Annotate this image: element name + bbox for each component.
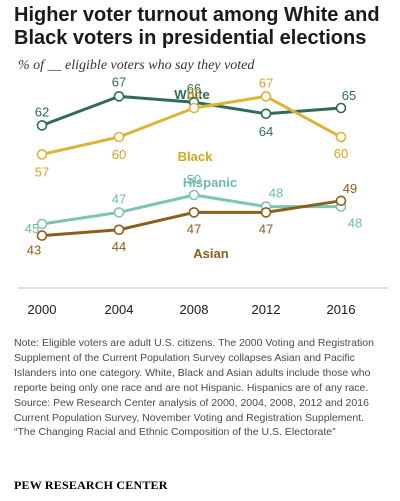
white-series-name: White bbox=[174, 87, 209, 102]
organization-logo: PEW RESEARCH CENTER bbox=[14, 478, 168, 492]
black-point-2004 bbox=[113, 131, 125, 143]
black-series-name: Black bbox=[178, 149, 213, 164]
black-value-label-2016: 60 bbox=[334, 146, 348, 161]
asian-point-2008 bbox=[188, 207, 200, 218]
chart-subtitle: % of __ eligible voters who say they vot… bbox=[18, 58, 255, 73]
black-value-label-2008: 65 bbox=[187, 86, 201, 101]
asian-value-label-2012: 47 bbox=[259, 221, 273, 236]
x-tick-label-2000: 2000 bbox=[28, 302, 57, 317]
white-point-2000 bbox=[36, 120, 48, 131]
white-value-label-2000: 62 bbox=[35, 104, 49, 119]
hispanic-series-name: Hispanic bbox=[183, 175, 237, 190]
chart-title: Higher voter turnout among White and Bla… bbox=[14, 4, 380, 49]
hispanic-value-label-2000: 45 bbox=[25, 221, 39, 236]
asian-point-2012 bbox=[260, 207, 272, 218]
x-tick-label-2004: 2004 bbox=[105, 302, 134, 317]
black-point-2012 bbox=[260, 91, 272, 102]
asian-point-2000 bbox=[36, 230, 48, 241]
report-title: “The Changing Racial and Ethnic Composit… bbox=[14, 426, 336, 439]
asian-value-label-2008: 47 bbox=[187, 221, 201, 236]
hispanic-value-label-2008: 50 bbox=[187, 172, 201, 187]
hispanic-point-2000 bbox=[36, 218, 48, 230]
black-value-label-2000: 57 bbox=[35, 164, 49, 179]
white-point-2004 bbox=[113, 91, 125, 102]
notes-block: Note: Eligible voters are adult U.S. cit… bbox=[14, 336, 394, 440]
white-point-2016 bbox=[335, 102, 347, 114]
note-text: Note: Eligible voters are adult U.S. cit… bbox=[14, 337, 374, 394]
black-value-label-2012: 67 bbox=[259, 75, 273, 90]
hispanic-point-2008 bbox=[188, 189, 200, 201]
hispanic-value-label-2016: 48 bbox=[348, 216, 362, 231]
white-value-label-2012: 64 bbox=[259, 124, 273, 139]
x-tick-label-2016: 2016 bbox=[327, 302, 356, 317]
asian-value-label-2004: 44 bbox=[112, 239, 126, 254]
white-value-label-2004: 67 bbox=[112, 74, 126, 89]
hispanic-value-label-2012: 48 bbox=[269, 186, 283, 201]
asian-value-label-2000: 43 bbox=[27, 243, 41, 258]
asian-series-name: Asian bbox=[193, 246, 228, 261]
source-text: Source: Pew Research Center analysis of … bbox=[14, 396, 369, 424]
hispanic-value-label-2004: 47 bbox=[112, 191, 126, 206]
black-point-2000 bbox=[36, 149, 48, 160]
hispanic-point-2004 bbox=[113, 207, 125, 218]
black-point-2008 bbox=[188, 102, 200, 114]
asian-point-2016 bbox=[335, 195, 347, 207]
white-value-label-2008: 66 bbox=[187, 81, 201, 96]
black-value-label-2004: 60 bbox=[112, 147, 126, 162]
black-point-2016 bbox=[335, 131, 347, 143]
asian-point-2004 bbox=[113, 224, 125, 236]
x-tick-label-2012: 2012 bbox=[252, 302, 281, 317]
white-point-2012 bbox=[260, 108, 272, 120]
x-tick-label-2008: 2008 bbox=[180, 302, 209, 317]
asian-value-label-2016: 49 bbox=[343, 181, 357, 196]
white-value-label-2016: 65 bbox=[342, 88, 356, 103]
